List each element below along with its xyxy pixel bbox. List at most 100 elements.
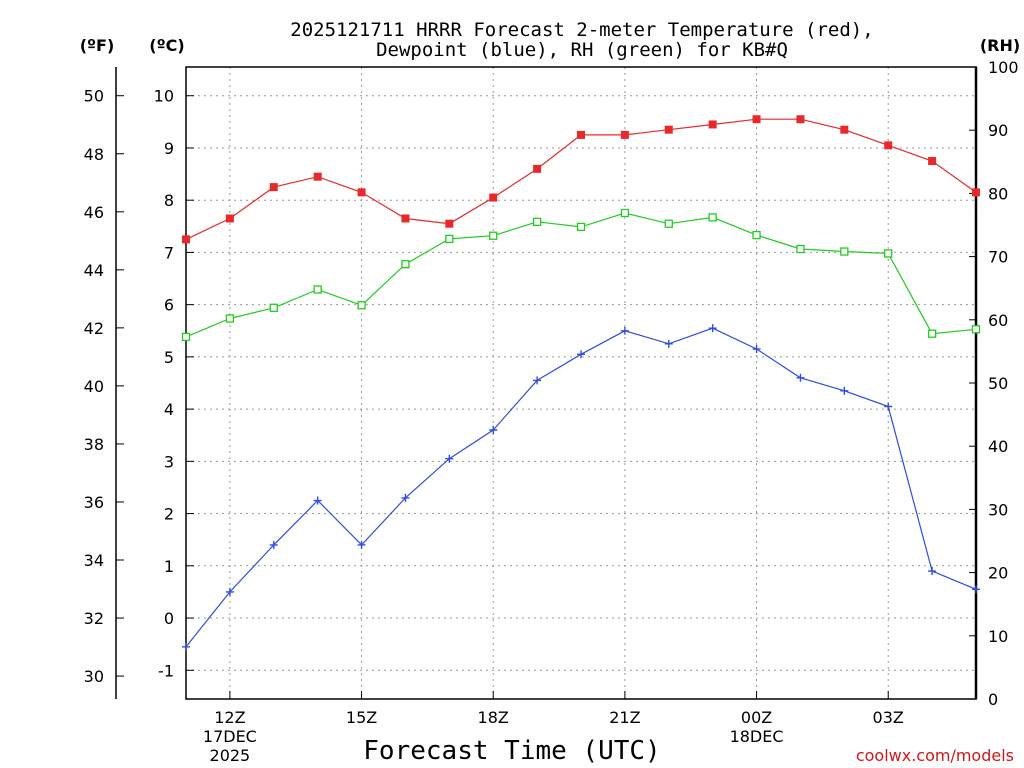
grid-lines [186,67,976,699]
rh-tick-label: 10 [988,627,1008,646]
time-tick-label: 00Z [741,708,772,727]
celsius-tick-label: 10 [154,87,174,106]
dewpoint-point [182,642,190,651]
temperature-point [796,115,805,124]
credit-text: coolwx.com/models [856,746,1014,765]
rh-tick-label: 40 [988,437,1008,456]
dewpoint-point [752,345,761,354]
rh-tick-label: 60 [988,311,1008,330]
rh-point [752,230,761,240]
celsius-tick-label: 5 [164,348,174,367]
temperature-point [664,125,673,134]
dewpoint-point [620,326,629,335]
fahrenheit-tick-label: 46 [84,203,104,222]
fahrenheit-unit-label: (ºF) [80,36,115,55]
celsius-tick-label: 8 [164,191,174,210]
rh-point [401,260,410,269]
temperature-point [620,130,629,139]
time-tick-label: 15Z [346,708,377,727]
rh-point [225,314,235,323]
rh-point [708,213,717,222]
time-tick-label: 12Z [214,708,245,727]
dewpoint-point [577,350,585,359]
chart-title-line-1: 2025121711 HRRR Forecast 2-meter Tempera… [290,19,873,41]
rh-tick-label: 70 [988,248,1008,267]
rh-tick-label: 0 [988,690,998,709]
rh-point [269,303,278,312]
fahrenheit-tick-label: 38 [84,435,104,454]
dewpoint-point [664,339,673,348]
rh-point [884,249,893,258]
temperature-point [577,130,585,139]
fahrenheit-tick-label: 34 [84,551,104,570]
x-axis-label: Forecast Time (UTC) [363,736,660,766]
series [181,115,981,651]
rh-point [313,285,322,294]
rh-point [664,219,673,228]
temperature-point [840,125,849,134]
time-tick-label: 21Z [609,708,640,727]
celsius-tick-label: 4 [164,400,174,419]
celsius-tick-label: 6 [164,296,174,315]
dewpoint-point [972,585,980,594]
year-tick-label: 2025 [210,746,251,765]
dewpoint-point [884,402,893,411]
rh-tick-label: 20 [988,564,1008,583]
dewpoint-point [489,426,498,435]
celsius-tick-label: 3 [164,452,174,471]
fahrenheit-tick-label: 50 [84,87,104,106]
celsius-tick-label: -1 [158,661,174,680]
temperature-point [489,193,498,202]
dewpoint-point [928,567,937,576]
temperature-point [401,214,410,223]
rh-point [532,217,542,226]
temperature-point [269,183,278,192]
temperature-point [708,120,717,129]
celsius-tick-label: 1 [164,557,174,576]
fahrenheit-tick-label: 36 [84,493,104,512]
dewpoint-point [533,376,542,385]
rh-point [796,244,805,254]
dewpoint-point [445,454,454,463]
rh-point [181,332,191,342]
rh-line [185,212,977,338]
dewpoint-point [840,386,849,395]
fahrenheit-tick-label: 48 [84,145,104,164]
rh-point [576,222,586,232]
temperature-point [884,141,893,150]
temperature-point [928,157,937,166]
rh-tick-label: 30 [988,500,1008,519]
rh-unit-label: (RH) [980,36,1020,55]
dewpoint-point [708,324,717,333]
celsius-tick-label: 0 [164,609,174,628]
fahrenheit-tick-label: 40 [84,377,104,396]
celsius-unit-label: (ºC) [149,36,184,55]
rh-point [489,231,498,240]
fahrenheit-tick-label: 42 [84,319,104,338]
temperature-point [182,235,190,244]
rh-point [927,329,937,338]
temperature-point [972,188,980,197]
dewpoint-line [185,327,977,648]
plot-frame [185,66,977,700]
temperature-point [225,214,234,223]
celsius-tick-label: 9 [164,139,174,158]
time-tick-label: 03Z [873,708,904,727]
dewpoint-point [225,587,234,596]
fahrenheit-tick-label: 32 [84,609,104,628]
rh-point [840,247,849,256]
fahrenheit-tick-label: 44 [84,261,104,280]
chart-title-line-2: Dewpoint (blue), RH (green) for KB#Q [376,39,788,61]
rh-tick-label: 100 [988,58,1019,77]
celsius-tick-label: 7 [164,243,174,262]
date-tick-label: 18DEC [730,727,784,746]
rh-tick-label: 50 [988,374,1008,393]
dewpoint-point [269,540,278,549]
temperature-point [533,164,542,173]
temperature-point [357,188,366,197]
date-tick-label: 17DEC [203,727,257,746]
temperature-point [752,115,761,124]
rh-point [445,234,454,244]
dewpoint-point [796,373,805,382]
